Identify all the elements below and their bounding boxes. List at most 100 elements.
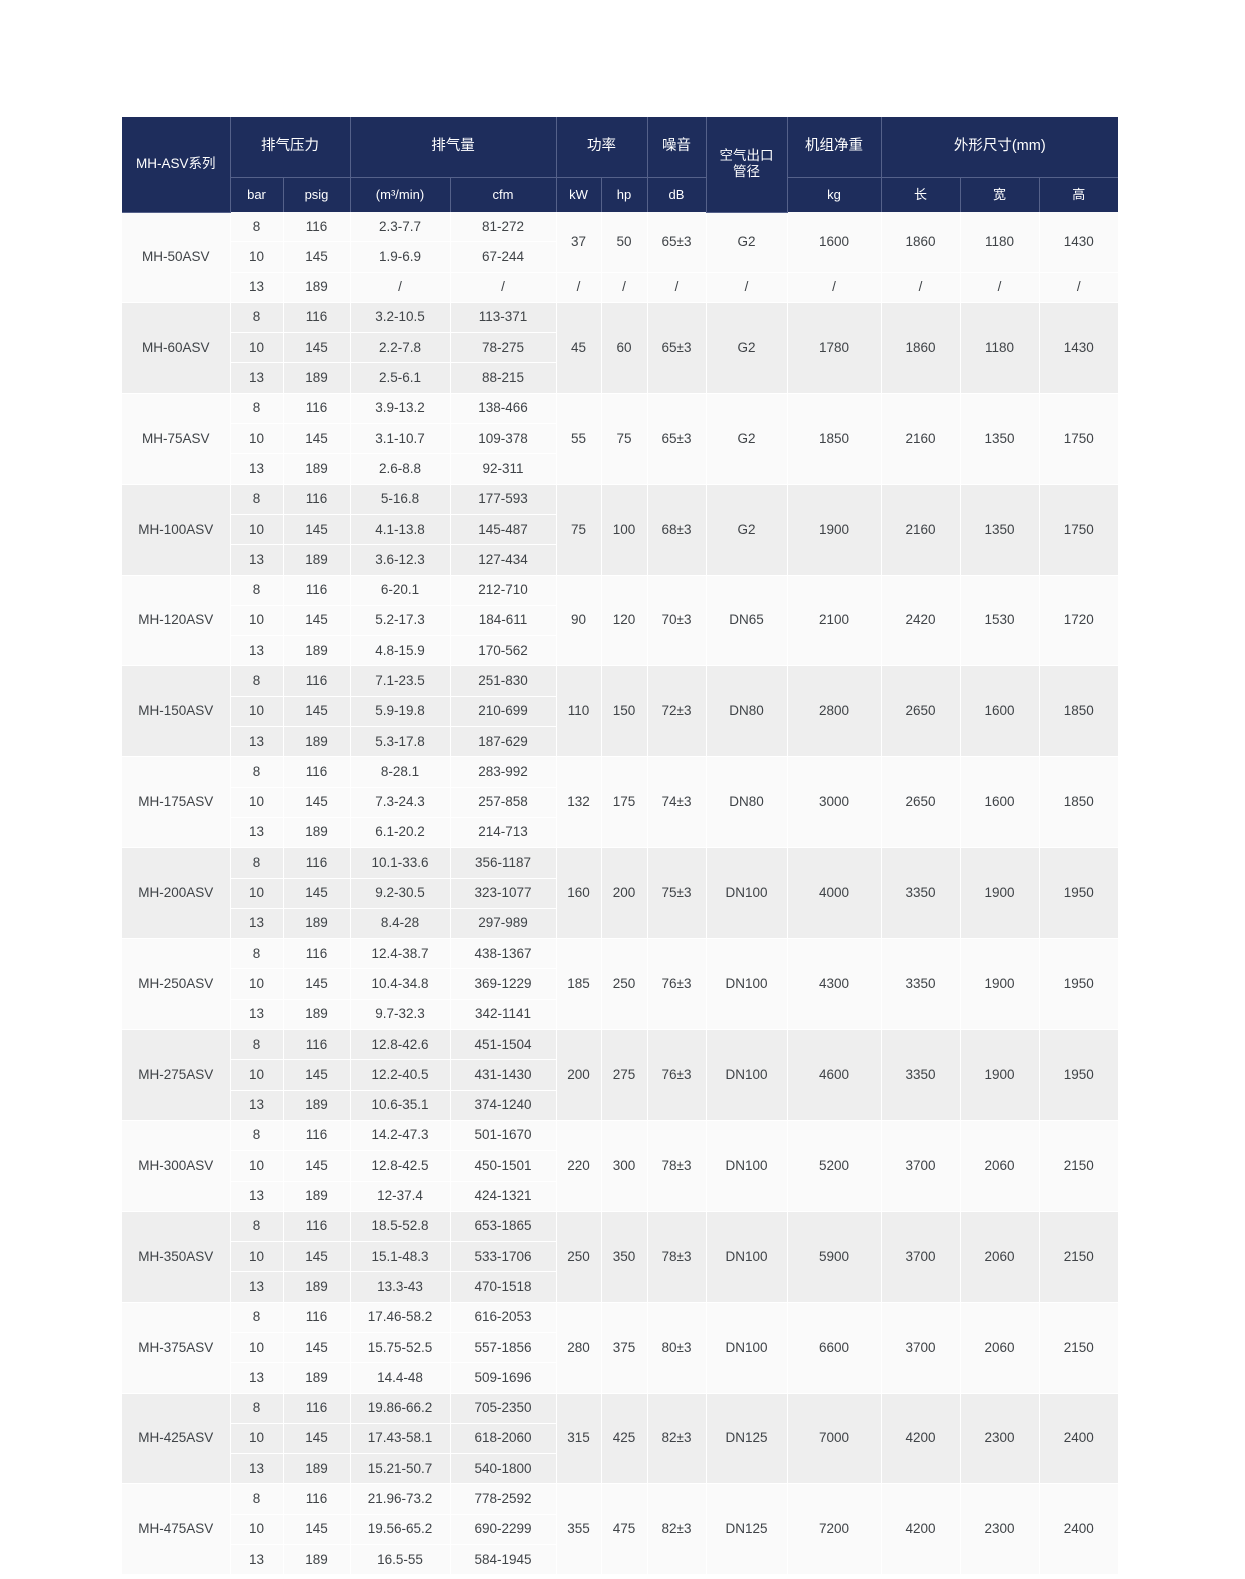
table-body: MH-50ASV 8 116 2.3-7.7 81-272 37 50 65±3 G2 1600 1… [122,212,1119,1576]
net-weight-kg: 5900 [787,1211,882,1303]
flow-cfm: 557-1856 [450,1332,557,1364]
dimension-length: 1860 [881,302,961,394]
flow-m3min: 18.5-52.8 [350,1211,451,1243]
pressure-psig: 116 [283,1393,351,1424]
flow-cfm: 297-989 [450,908,557,940]
header-group-net-weight: 机组净重 [787,117,882,178]
pressure-bar: 10 [230,696,284,728]
air-outlet: DN100 [706,1302,788,1394]
flow-m3min: 5.2-17.3 [350,605,451,637]
dimension-length: 3350 [881,847,961,940]
table-row: MH-475ASV 8 116 21.96-73.2 778-2592 355 475 82±… [122,1483,1119,1576]
flow-m3min: 15.21-50.7 [350,1453,451,1485]
table-row: 13 189 2.6-8.8 92-311 [122,453,1118,485]
pressure-bar: 13 [230,272,284,303]
table-row: 13 189 14.4-48 509-1696 [122,1362,1118,1394]
flow-m3min: 14.2-47.3 [350,1120,451,1152]
pressure-psig: 145 [283,332,351,364]
pressure-psig: 189 [283,726,351,758]
table-row: 10 145 15.1-48.3 533-1706 [122,1241,1118,1273]
table-row: 13 189 12-37.4 424-1321 [122,1181,1118,1212]
header-group-air-outlet-diameter: 空气出口 管径 [706,117,788,213]
flow-cfm: 690-2299 [450,1514,557,1546]
air-outlet: DN80 [706,756,788,849]
pressure-bar: 10 [230,1332,284,1364]
power-hp: / [601,272,648,303]
flow-cfm: 187-629 [450,726,557,758]
pressure-psig: 116 [283,847,351,879]
power-hp: 120 [601,575,648,667]
pressure-psig: 116 [283,938,351,970]
flow-m3min: 12.8-42.5 [350,1150,451,1182]
pressure-psig: 145 [283,605,351,637]
noise-db: / [647,272,707,303]
table-row: MH-300ASV 8 116 14.2-47.3 501-1670 220 300 78±3… [122,1120,1119,1212]
table-row: MH-175ASV 8 116 8-28.1 283-992 132 175 74±3 DN80… [122,756,1119,849]
flow-cfm: 374-1240 [450,1090,557,1121]
noise-db: 82±3 [647,1393,707,1485]
header-unit-length: 长 [881,177,961,212]
dimension-length: 2420 [881,575,961,667]
power-kw: 75 [556,484,602,576]
flow-cfm: 78-275 [450,332,557,364]
dimension-width: 1350 [960,484,1040,576]
net-weight-kg: 2800 [787,665,882,758]
dimension-height: 2150 [1039,1120,1119,1212]
air-outlet: DN125 [706,1393,788,1485]
flow-m3min: 6.1-20.2 [350,817,451,849]
air-outlet: DN100 [706,847,788,940]
air-outlet: DN100 [706,938,788,1031]
net-weight-kg: 4300 [787,938,882,1031]
pressure-bar: 8 [230,575,284,606]
pressure-bar: 13 [230,1544,284,1576]
dimension-width: / [960,272,1040,303]
pressure-bar: 10 [230,968,284,1000]
table-row: 13 189 16.5-55 584-1945 [122,1544,1118,1576]
dimension-width: 1350 [960,393,1040,485]
flow-m3min: / [350,272,451,303]
pressure-bar: 8 [230,212,284,243]
flow-cfm: 470-1518 [450,1271,557,1303]
model-name: MH-375ASV [122,1302,231,1394]
dimension-width: 2060 [960,1120,1040,1212]
flow-m3min: 10.1-33.6 [350,847,451,879]
flow-cfm: 92-311 [450,453,557,485]
pressure-bar: 8 [230,1393,284,1424]
air-outlet: DN100 [706,1120,788,1212]
pressure-bar: 10 [230,241,284,273]
air-outlet: G2 [706,212,788,273]
flow-m3min: 10.6-35.1 [350,1090,451,1121]
net-weight-kg: 7000 [787,1393,882,1485]
flow-m3min: 4.1-13.8 [350,514,451,546]
pressure-psig: 145 [283,1241,351,1273]
pressure-psig: 145 [283,787,351,818]
model-name: MH-100ASV [122,484,231,576]
power-kw: 185 [556,938,602,1031]
pressure-psig: 116 [283,575,351,606]
flow-m3min: 5-16.8 [350,484,451,515]
table-row: MH-200ASV 8 116 10.1-33.6 356-1187 160 200 75±3… [122,847,1119,940]
noise-db: 80±3 [647,1302,707,1394]
flow-cfm: 127-434 [450,544,557,576]
power-hp: 60 [601,302,648,394]
net-weight-kg: 4600 [787,1029,882,1121]
dimension-height: 1850 [1039,665,1119,758]
model-name: MH-475ASV [122,1483,231,1576]
header-unit-m3min: (m³/min) [350,177,451,212]
dimension-length: 3350 [881,938,961,1031]
pressure-bar: 13 [230,1090,284,1121]
pressure-bar: 8 [230,1211,284,1243]
power-kw: 55 [556,393,602,485]
flow-m3min: 12.4-38.7 [350,938,451,970]
noise-db: 65±3 [647,393,707,485]
header-unit-psig: psig [283,177,351,212]
pressure-psig: 116 [283,1120,351,1152]
pressure-psig: 189 [283,1544,351,1576]
flow-cfm: 251-830 [450,665,557,697]
dimension-length: 3700 [881,1211,961,1303]
flow-cfm: 81-272 [450,212,557,243]
flow-m3min: 2.5-6.1 [350,362,451,394]
flow-cfm: 184-611 [450,605,557,637]
pressure-bar: 8 [230,1029,284,1061]
table-row: 13 189 5.3-17.8 187-629 [122,726,1118,758]
